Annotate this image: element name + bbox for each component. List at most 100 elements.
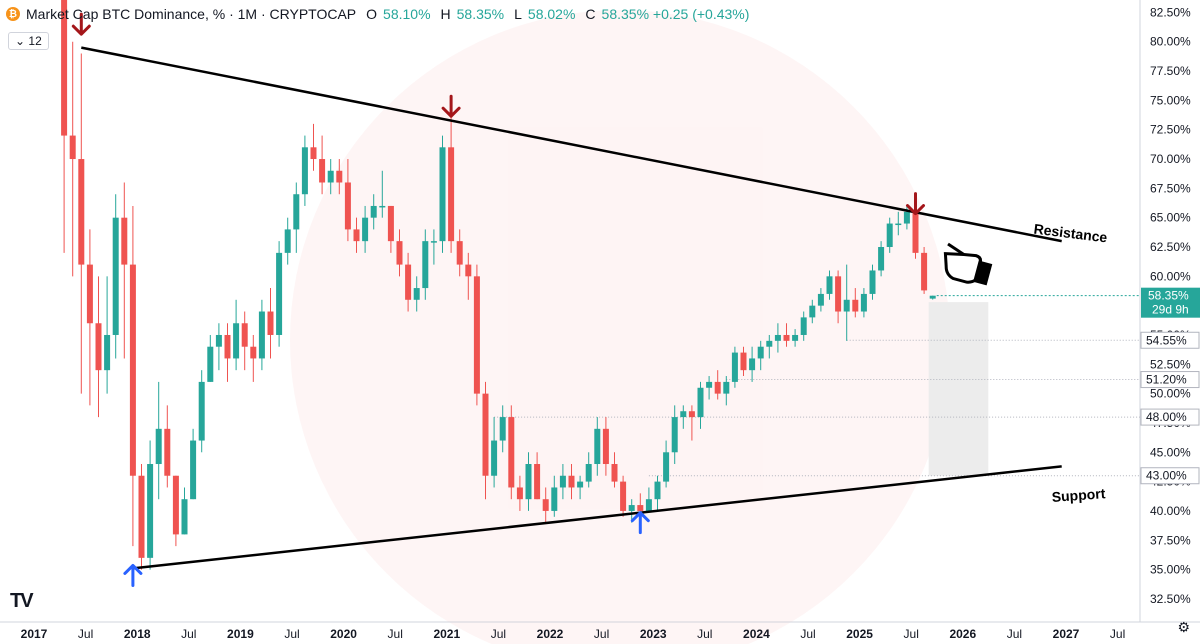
candle-body: [826, 276, 833, 294]
candle-body: [585, 464, 592, 482]
candle-body: [706, 381, 713, 388]
candle: [620, 475, 627, 517]
candle-body: [129, 264, 136, 476]
candle-body: [869, 270, 876, 294]
chart-header: ₿ Market Cap BTC Dominance, % · 1M · CRY…: [6, 6, 749, 22]
x-tick-label: 2019: [227, 627, 254, 641]
chevron-down-icon: ⌄: [15, 34, 26, 48]
candle-body: [792, 334, 799, 341]
candle-body: [749, 358, 756, 371]
candle-body: [267, 311, 274, 335]
candle-body: [912, 211, 919, 253]
candle: [181, 487, 188, 535]
candle-body: [353, 229, 360, 242]
hand-cuff: [973, 260, 993, 286]
candle-body: [215, 334, 222, 347]
candle: [878, 241, 885, 277]
candle-body: [878, 247, 885, 271]
symbol-title[interactable]: Market Cap BTC Dominance, % · 1M · CRYPT…: [26, 6, 357, 22]
candle-body: [379, 205, 386, 208]
candle: [387, 205, 394, 253]
y-tick-label: 82.50%: [1150, 5, 1191, 19]
candle-body: [336, 170, 343, 183]
candle: [706, 376, 713, 400]
x-tick-label: Jul: [284, 627, 299, 641]
candle: [430, 229, 437, 265]
candle: [929, 295, 936, 300]
candle: [860, 288, 867, 318]
candle: [817, 288, 824, 312]
y-tick-label: 35.00%: [1150, 563, 1191, 577]
candle-body: [310, 147, 317, 160]
candle: [284, 217, 291, 265]
gear-icon[interactable]: ⚙: [1177, 619, 1190, 635]
candle-body: [155, 428, 162, 465]
candle-body: [843, 299, 850, 312]
candle: [654, 475, 661, 511]
y-tick-label: 32.50%: [1150, 592, 1191, 606]
candle: [473, 264, 480, 406]
x-tick-label: 2024: [743, 627, 770, 641]
candle: [327, 159, 334, 195]
candle-body: [620, 481, 627, 511]
x-tick-label: 2025: [846, 627, 873, 641]
candle: [852, 288, 859, 318]
resistance-label: Resistance: [1033, 221, 1109, 246]
candle: [551, 475, 558, 517]
candle: [233, 299, 240, 371]
watermark-circle: [290, 10, 950, 644]
candle-body: [895, 223, 902, 226]
candle-body: [654, 481, 661, 500]
candle: [215, 323, 222, 371]
candle: [164, 405, 171, 488]
candle-body: [886, 223, 893, 248]
candle: [207, 334, 214, 382]
indicator-toggle[interactable]: ⌄ 12: [8, 32, 49, 50]
candle-body: [327, 170, 334, 183]
arrow-down-icon: [906, 192, 925, 216]
btc-coin-icon: ₿: [6, 7, 20, 21]
candle: [370, 194, 377, 230]
x-tick-label: Jul: [78, 627, 93, 641]
candle: [921, 247, 928, 294]
candle-body: [198, 381, 205, 441]
candle: [559, 464, 566, 500]
candle-body: [766, 340, 773, 347]
candle-body: [69, 135, 76, 160]
candle: [224, 323, 231, 382]
candle: [568, 464, 575, 500]
candle-body: [534, 464, 541, 500]
candle-body: [680, 411, 687, 418]
trendline-support: [132, 465, 1062, 570]
high-label: H: [440, 6, 451, 22]
candle: [740, 346, 747, 377]
candle-body: [688, 411, 695, 418]
candle-body: [181, 499, 188, 535]
candle-body: [551, 487, 558, 511]
candle-body: [301, 147, 308, 195]
candle-body: [602, 428, 609, 465]
candle-body: [491, 440, 498, 476]
candle-body: [284, 229, 291, 253]
x-tick-label: Jul: [800, 627, 815, 641]
candle-body: [387, 205, 394, 242]
x-tick-label: 2017: [21, 627, 48, 641]
candle: [422, 229, 429, 300]
candle-body: [276, 252, 283, 335]
candle-body: [611, 464, 618, 482]
candle-body: [164, 428, 171, 476]
candle: [499, 405, 506, 453]
candle-body: [250, 346, 257, 359]
candle-body: [577, 481, 584, 488]
candle-body: [319, 159, 326, 183]
candle-body: [594, 428, 601, 465]
y-tick-label: 75.00%: [1150, 93, 1191, 107]
open-value: 58.10%: [383, 6, 431, 22]
candle-body: [207, 346, 214, 382]
x-tick-label: Jul: [1007, 627, 1022, 641]
candle: [362, 205, 369, 253]
candle: [129, 205, 136, 547]
x-tick-label: 2022: [537, 627, 564, 641]
candle: [293, 182, 300, 253]
